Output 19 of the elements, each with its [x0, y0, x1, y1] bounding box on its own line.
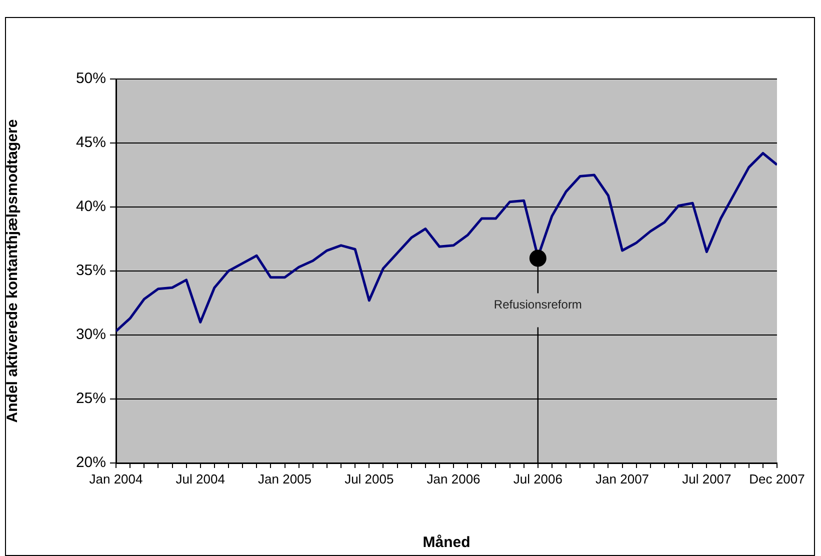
y-tick-label: 20%	[76, 454, 106, 472]
y-tick-label: 30%	[76, 326, 106, 344]
y-tick-label: 35%	[76, 262, 106, 280]
x-tick-label: Jul 2005	[344, 471, 394, 486]
y-tick-label: 45%	[76, 134, 106, 152]
x-tick-label: Jul 2006	[513, 471, 562, 486]
x-tick-label: Dec 2007	[749, 471, 805, 486]
ref-line-label: Refusionsreform	[494, 298, 582, 312]
y-tick-label: 25%	[76, 390, 106, 408]
x-tick-label: Jan 2006	[426, 471, 480, 486]
y-tick-label: 40%	[76, 198, 106, 216]
x-tick-label: Jul 2004	[176, 471, 225, 486]
y-axis-title: Andel aktiverede kontanthjælpsmodtagere	[4, 119, 22, 423]
x-tick-label: Jul 2007	[682, 471, 732, 486]
x-tick-label: Jan 2004	[89, 471, 143, 486]
x-axis-title: Måned	[422, 534, 470, 552]
y-tick-label: 50%	[76, 70, 106, 88]
x-tick-label: Jan 2007	[596, 471, 650, 486]
x-tick-label: Jan 2005	[258, 471, 312, 486]
